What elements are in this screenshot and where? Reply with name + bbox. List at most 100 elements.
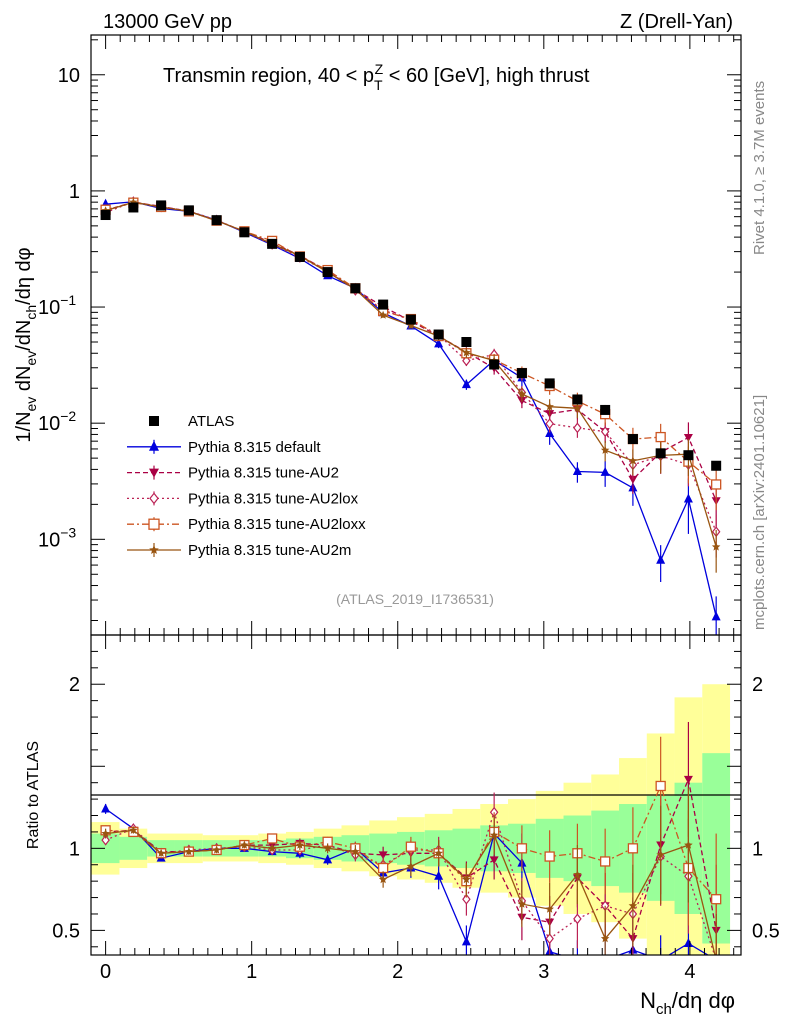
ratio-point-3-20 [655,780,666,792]
data-point-11 [405,314,416,325]
ratio-point-3-10 [377,862,389,874]
main-point-4-22 [711,542,721,551]
main-series-layer [100,196,722,635]
title-sub-T: T [374,77,383,93]
main-ytick-base-4: 10 [38,529,60,551]
main-point-2-16 [545,418,554,430]
ratio-x-ticks: 0 1 2 3 4 [90,635,735,983]
ratio-point-3-15 [516,843,528,854]
data-point-7 [294,251,305,262]
ratio-point-4-3 [184,847,194,856]
ratio-point-1-21 [683,775,693,784]
band-inner-1 [119,836,148,860]
ratio-point-1-14 [489,856,499,865]
main-point-4-19 [628,456,638,465]
data-point-18 [600,404,611,415]
data-point-14 [489,359,500,370]
ratio-point-4-21 [684,840,693,849]
ratio-point-4-7 [295,840,305,849]
data-point-20 [655,448,666,459]
ratio-point-2-16 [545,933,554,945]
data-point-13 [461,337,472,348]
data-point-10 [378,299,389,310]
main-x-ticks [90,35,735,635]
header-right: Z (Drell-Yan) [620,11,733,33]
legend-label-1: Pythia 8.315 default [188,439,321,456]
ratio-point-4-5 [240,840,249,849]
ratio-ytick-label-left-2: 2 [69,674,80,696]
ratio-point-2-13 [462,893,471,905]
main-point-4-13 [462,348,471,357]
x-tick-label-2: 2 [392,961,403,983]
legend-marker-3 [149,492,159,505]
ratio-point-0-0 [101,803,111,813]
ratio-point-4-14 [489,830,499,839]
main-point-2-18 [600,426,610,438]
main-ytick-exp-4: −3 [60,524,76,540]
data-point-21 [683,450,694,461]
ratio-panel: 0.5 0.5 1 1 2 2 0 1 2 3 4 Ratio to ATLAS Nch/dη d… [25,634,780,1018]
analysis-watermark: (ATLAS_2019_I1736531) [336,591,494,607]
main-point-0-17 [572,465,582,475]
title-part-1: Transmin region, 40 < p [163,65,374,87]
ratio-point-4-15 [517,899,527,908]
plot-title: Transmin region, 40 < pTZ < 60 [GeV], hi… [163,61,590,93]
data-point-12 [433,329,444,340]
ratio-point-4-13 [462,875,471,884]
y-axis-label: 1/Nev dNev/dNch/dη dφ [13,247,39,442]
main-point-1-19 [628,475,638,484]
main-point-4-16 [545,402,554,411]
ratio-point-0-21 [683,938,693,948]
data-point-4 [211,215,222,226]
ratio-point-4-12 [434,848,443,857]
ratio-point-4-4 [212,845,221,854]
main-point-0-21 [683,493,693,503]
ratio-point-4-10 [378,875,388,884]
data-point-22 [711,460,722,471]
ratio-point-4-11 [406,861,416,870]
rivet-label: Rivet 4.1.0, ≥ 3.7M events [751,81,768,255]
legend-label-0: ATLAS [188,413,234,430]
ratio-point-4-2 [156,848,166,857]
title-sup-Z: Z [375,61,384,77]
x-tick-label-1: 1 [246,961,257,983]
legend-marker-5 [149,545,159,554]
data-point-9 [350,283,361,294]
main-point-0-13 [461,379,471,389]
data-point-8 [322,267,333,278]
ratio-point-4-8 [323,843,332,852]
main-point-0-18 [600,466,610,476]
mcplots-label: mcplots.cern.ch [arXiv:2401.10621] [751,395,768,630]
main-ytick-label-4: 10−3 [38,524,76,551]
legend-marker-2 [149,468,159,478]
svg-text:Transmin region, 40 < pTZ < 60: Transmin region, 40 < pTZ < 60 [GeV], hi… [163,61,590,93]
ratio-ytick-label-left-1: 1 [69,838,80,860]
data-point-0 [100,210,111,221]
main-point-1-21 [683,434,693,443]
ratio-point-3-11 [405,841,417,852]
ratio-point-4-9 [351,847,360,856]
ratio-point-2-0 [101,834,110,846]
x-tick-label-3: 3 [538,961,549,983]
main-line-1 [105,201,717,501]
data-point-19 [627,434,638,445]
main-ytick-exp-2: −1 [60,292,76,308]
legend-marker-0 [149,416,159,426]
legend-label-2: Pythia 8.315 tune-AU2 [188,465,339,482]
main-point-4-15 [517,389,527,398]
legend-marker-4 [148,518,160,530]
ratio-point-4-19 [628,901,638,910]
main-point-0-20 [656,554,666,564]
main-point-0-22 [711,611,721,621]
main-ytick-label-3: 10−2 [38,408,76,435]
main-ytick-label-0: 10 [58,65,80,87]
main-point-4-17 [573,403,582,412]
ratio-point-4-18 [600,934,610,943]
ratio-ytick-label-right-1: 1 [752,838,763,860]
ratio-point-0-13 [461,936,471,946]
header-left: 13000 GeV pp [103,11,232,33]
ratio-point-1-10 [378,851,388,860]
main-point-0-12 [434,338,444,348]
main-ytick-base-2: 10 [38,297,60,319]
